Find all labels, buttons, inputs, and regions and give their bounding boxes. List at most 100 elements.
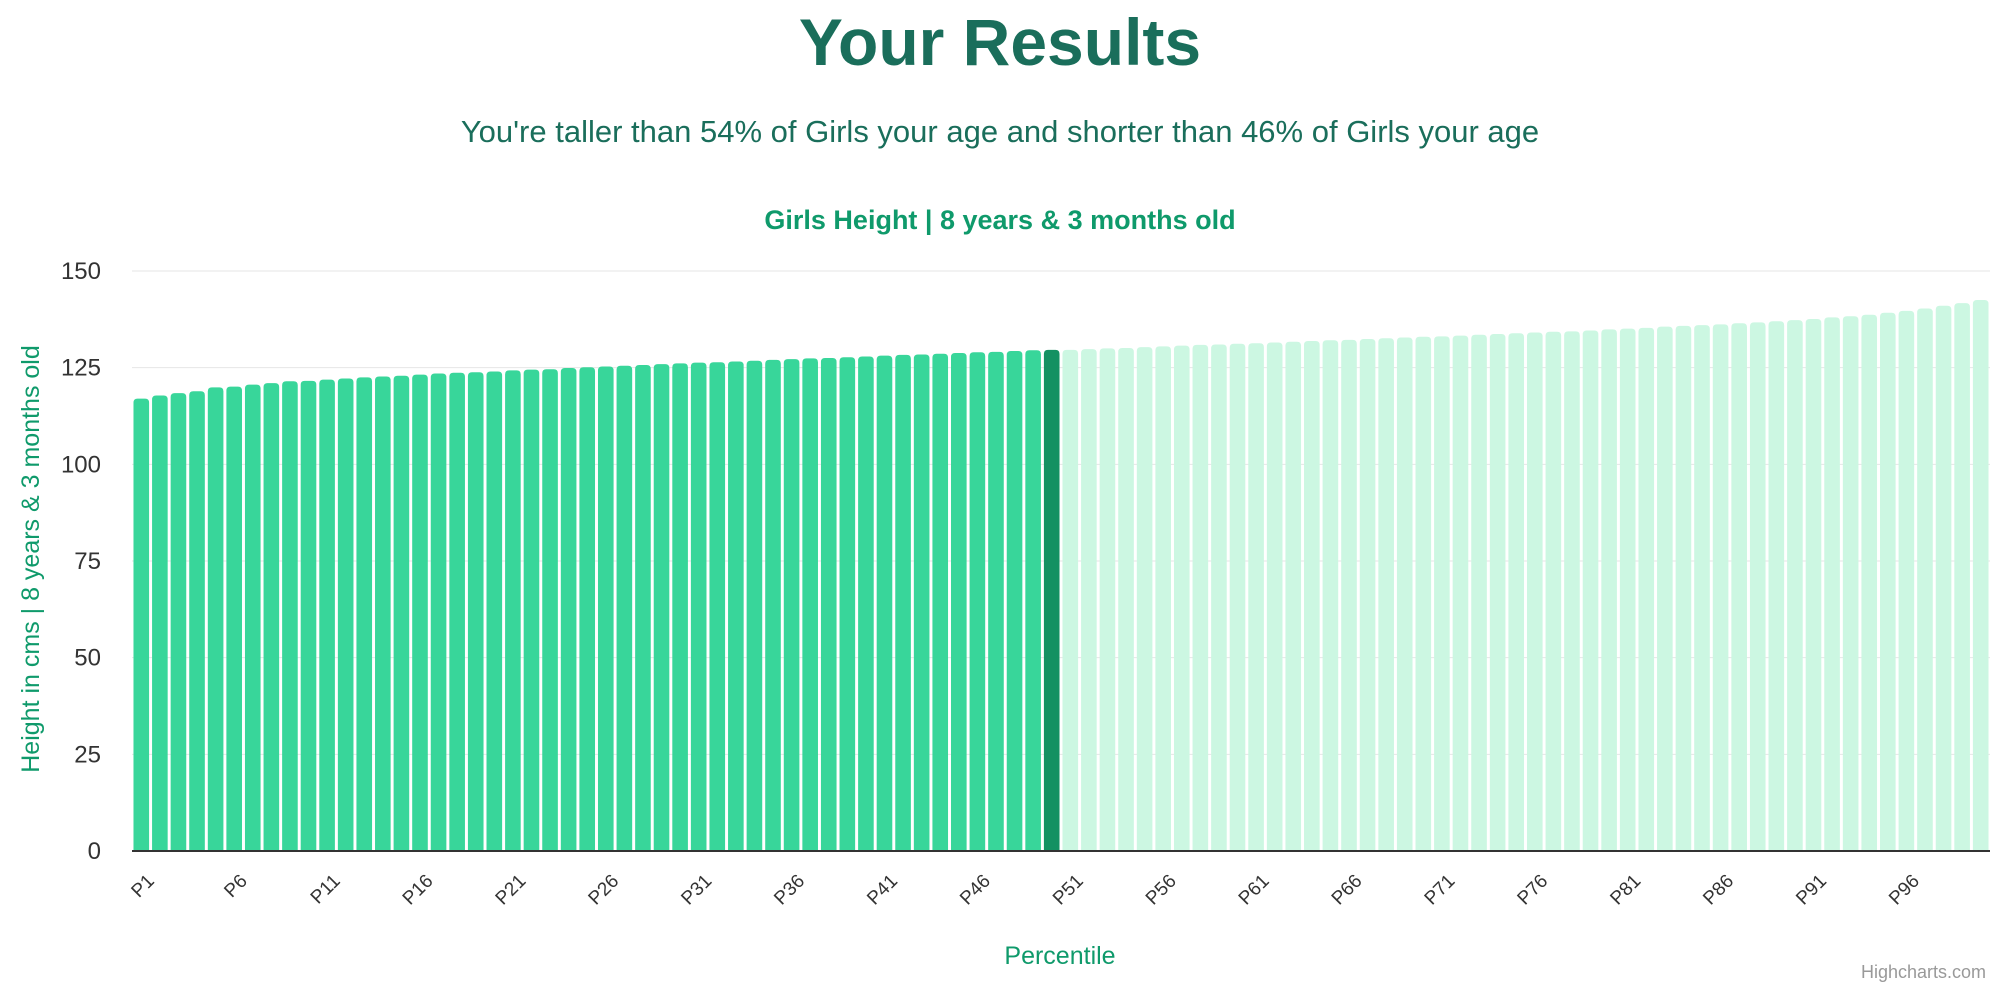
bar[interactable] bbox=[282, 381, 298, 851]
bar[interactable] bbox=[728, 361, 744, 851]
bar[interactable] bbox=[1118, 347, 1134, 851]
bar[interactable] bbox=[263, 383, 280, 851]
bar[interactable] bbox=[1452, 335, 1469, 851]
bar[interactable] bbox=[1619, 328, 1636, 851]
bar[interactable] bbox=[783, 359, 800, 851]
bar[interactable] bbox=[133, 398, 150, 851]
bar-highlighted[interactable] bbox=[1043, 349, 1060, 851]
bar[interactable] bbox=[1972, 300, 1989, 851]
bar[interactable] bbox=[412, 374, 428, 851]
bar[interactable] bbox=[1081, 349, 1097, 851]
bar[interactable] bbox=[690, 362, 707, 851]
bar[interactable] bbox=[207, 387, 224, 851]
bar[interactable] bbox=[1898, 310, 1915, 851]
bar[interactable] bbox=[1304, 340, 1320, 851]
bar[interactable] bbox=[189, 391, 205, 851]
bar[interactable] bbox=[393, 375, 410, 851]
bar[interactable] bbox=[319, 379, 335, 851]
bar[interactable] bbox=[1526, 332, 1543, 852]
bar[interactable] bbox=[820, 358, 837, 851]
bar[interactable] bbox=[1935, 305, 1952, 851]
bar[interactable] bbox=[1880, 312, 1896, 851]
bar[interactable] bbox=[300, 380, 317, 851]
bar[interactable] bbox=[1861, 314, 1878, 851]
bar[interactable] bbox=[876, 355, 893, 851]
bar[interactable] bbox=[951, 352, 967, 851]
credits-link[interactable]: Highcharts.com bbox=[1861, 962, 1986, 982]
bar[interactable] bbox=[1322, 340, 1339, 851]
bar[interactable] bbox=[1025, 350, 1041, 851]
bar[interactable] bbox=[597, 366, 614, 851]
bar[interactable] bbox=[895, 354, 911, 851]
bar[interactable] bbox=[542, 369, 558, 851]
bar[interactable] bbox=[1712, 324, 1729, 851]
bar[interactable] bbox=[802, 358, 818, 851]
bar[interactable] bbox=[1731, 323, 1747, 851]
bar[interactable] bbox=[1136, 347, 1153, 851]
bar[interactable] bbox=[1155, 346, 1171, 851]
bar[interactable] bbox=[1266, 342, 1283, 851]
bar[interactable] bbox=[1211, 344, 1227, 851]
bar[interactable] bbox=[839, 357, 856, 851]
bar[interactable] bbox=[579, 367, 596, 851]
bar[interactable] bbox=[505, 370, 521, 851]
bar[interactable] bbox=[765, 359, 781, 851]
bar[interactable] bbox=[1694, 325, 1710, 852]
bar[interactable] bbox=[932, 353, 949, 851]
bar[interactable] bbox=[1396, 337, 1413, 851]
bar[interactable] bbox=[523, 369, 540, 851]
bar[interactable] bbox=[1341, 339, 1357, 851]
bar[interactable] bbox=[226, 386, 242, 851]
bar[interactable] bbox=[635, 364, 651, 851]
bar[interactable] bbox=[560, 368, 577, 851]
bar[interactable] bbox=[1638, 327, 1655, 852]
bar[interactable] bbox=[1006, 351, 1023, 851]
bar[interactable] bbox=[1805, 318, 1822, 851]
bar[interactable] bbox=[170, 393, 187, 851]
bar[interactable] bbox=[1601, 329, 1617, 851]
bar[interactable] bbox=[1359, 339, 1376, 851]
bar[interactable] bbox=[616, 365, 633, 851]
bar[interactable] bbox=[1842, 316, 1859, 851]
bar[interactable] bbox=[1508, 333, 1525, 852]
bar[interactable] bbox=[1954, 303, 1970, 851]
bar[interactable] bbox=[1378, 338, 1394, 851]
bar[interactable] bbox=[672, 363, 688, 851]
bar[interactable] bbox=[1229, 343, 1246, 851]
bar[interactable] bbox=[1675, 325, 1692, 851]
bar[interactable] bbox=[746, 360, 763, 851]
bar[interactable] bbox=[1824, 317, 1840, 851]
bar[interactable] bbox=[913, 354, 930, 851]
bar[interactable] bbox=[1192, 344, 1209, 851]
bar[interactable] bbox=[430, 373, 447, 851]
bar[interactable] bbox=[858, 356, 874, 851]
bar[interactable] bbox=[356, 377, 373, 851]
bar[interactable] bbox=[152, 395, 168, 851]
bar[interactable] bbox=[653, 364, 670, 851]
bar[interactable] bbox=[1917, 308, 1933, 851]
bar[interactable] bbox=[1248, 343, 1264, 851]
bar[interactable] bbox=[1545, 331, 1562, 851]
bar[interactable] bbox=[1749, 322, 1766, 852]
bar[interactable] bbox=[1471, 334, 1487, 851]
bar[interactable] bbox=[1582, 330, 1599, 852]
bar[interactable] bbox=[1787, 320, 1803, 851]
bar[interactable] bbox=[1285, 341, 1302, 851]
bar[interactable] bbox=[709, 362, 726, 851]
bar[interactable] bbox=[1415, 336, 1432, 851]
bar[interactable] bbox=[449, 372, 465, 851]
bar[interactable] bbox=[1489, 334, 1506, 851]
bar[interactable] bbox=[337, 378, 354, 851]
bar[interactable] bbox=[1657, 326, 1673, 851]
bar[interactable] bbox=[1434, 336, 1450, 851]
bar[interactable] bbox=[1564, 331, 1580, 851]
bar[interactable] bbox=[486, 371, 503, 851]
bar[interactable] bbox=[244, 384, 261, 851]
bar[interactable] bbox=[1173, 345, 1190, 851]
bar[interactable] bbox=[988, 351, 1004, 851]
bar[interactable] bbox=[1062, 349, 1079, 851]
bar[interactable] bbox=[1099, 348, 1116, 851]
bar[interactable] bbox=[375, 376, 391, 851]
bar[interactable] bbox=[1768, 321, 1785, 851]
bar[interactable] bbox=[467, 372, 484, 851]
